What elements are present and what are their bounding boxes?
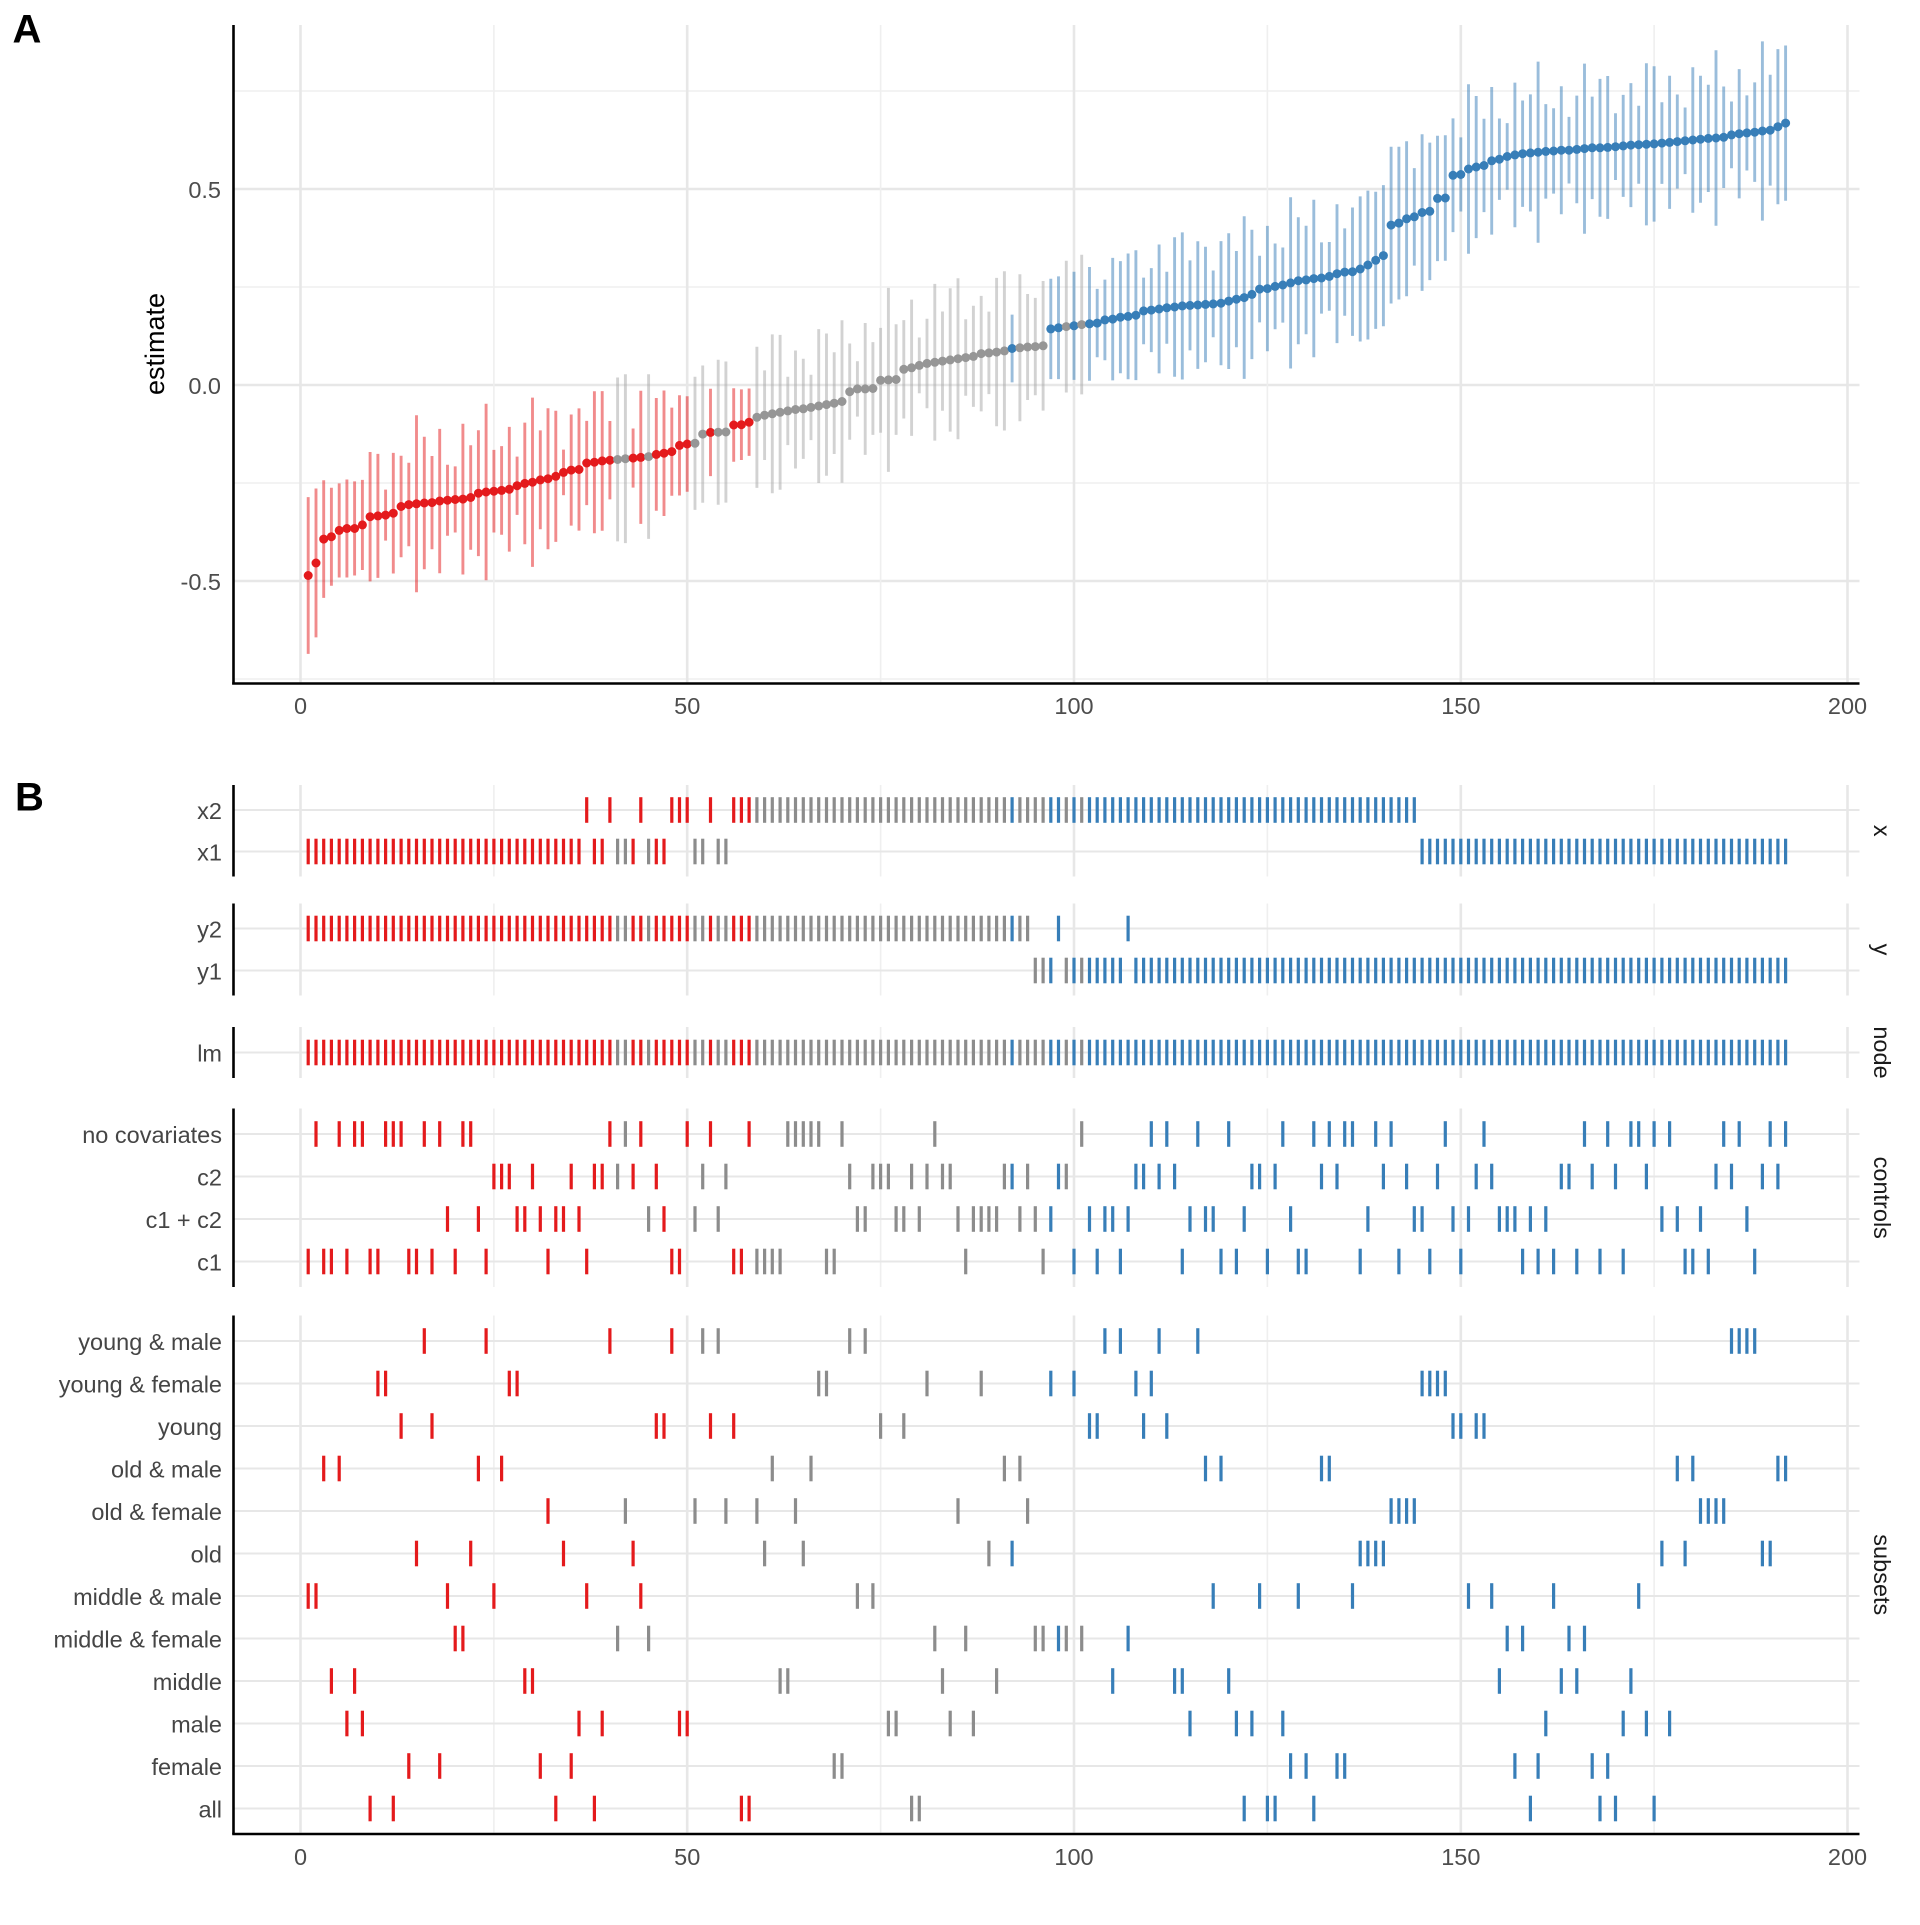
svg-text:50: 50	[674, 1844, 700, 1870]
svg-text:y: y	[1869, 944, 1895, 956]
svg-text:200: 200	[1828, 1844, 1867, 1870]
svg-text:subsets: subsets	[1869, 1534, 1895, 1615]
svg-text:middle & female: middle & female	[54, 1626, 223, 1652]
svg-text:middle: middle	[153, 1669, 222, 1695]
svg-text:x2: x2	[197, 798, 222, 824]
svg-text:old & male: old & male	[111, 1456, 222, 1482]
svg-text:100: 100	[1054, 1844, 1093, 1870]
svg-text:c1: c1	[197, 1249, 222, 1275]
svg-text:0: 0	[294, 693, 307, 719]
svg-text:0.5: 0.5	[188, 177, 221, 203]
svg-text:female: female	[151, 1754, 222, 1780]
svg-text:200: 200	[1828, 693, 1867, 719]
svg-text:0.0: 0.0	[188, 373, 221, 399]
svg-text:no covariates: no covariates	[82, 1122, 222, 1148]
svg-text:y1: y1	[197, 958, 222, 984]
svg-text:c2: c2	[197, 1164, 222, 1190]
svg-text:lm: lm	[197, 1040, 222, 1066]
svg-text:young & female: young & female	[59, 1371, 222, 1397]
svg-text:male: male	[171, 1711, 222, 1737]
svg-text:B: B	[15, 776, 44, 820]
svg-text:old: old	[191, 1541, 222, 1567]
svg-text:node: node	[1869, 1026, 1895, 1078]
svg-text:x: x	[1869, 825, 1895, 837]
svg-text:150: 150	[1441, 1844, 1480, 1870]
svg-text:young: young	[158, 1414, 222, 1440]
svg-text:estimate: estimate	[140, 293, 170, 395]
svg-text:A: A	[13, 8, 42, 52]
svg-text:-0.5: -0.5	[181, 569, 222, 595]
svg-text:young & male: young & male	[78, 1329, 222, 1355]
svg-text:all: all	[198, 1796, 222, 1822]
svg-text:0: 0	[294, 1844, 307, 1870]
svg-text:y2: y2	[197, 916, 222, 942]
svg-text:middle & male: middle & male	[73, 1584, 222, 1610]
svg-text:50: 50	[674, 693, 700, 719]
svg-text:c1 + c2: c1 + c2	[146, 1207, 222, 1233]
svg-text:150: 150	[1441, 693, 1480, 719]
svg-text:old & female: old & female	[91, 1499, 222, 1525]
svg-text:100: 100	[1054, 693, 1093, 719]
svg-text:x1: x1	[197, 839, 222, 865]
svg-text:controls: controls	[1869, 1157, 1895, 1239]
